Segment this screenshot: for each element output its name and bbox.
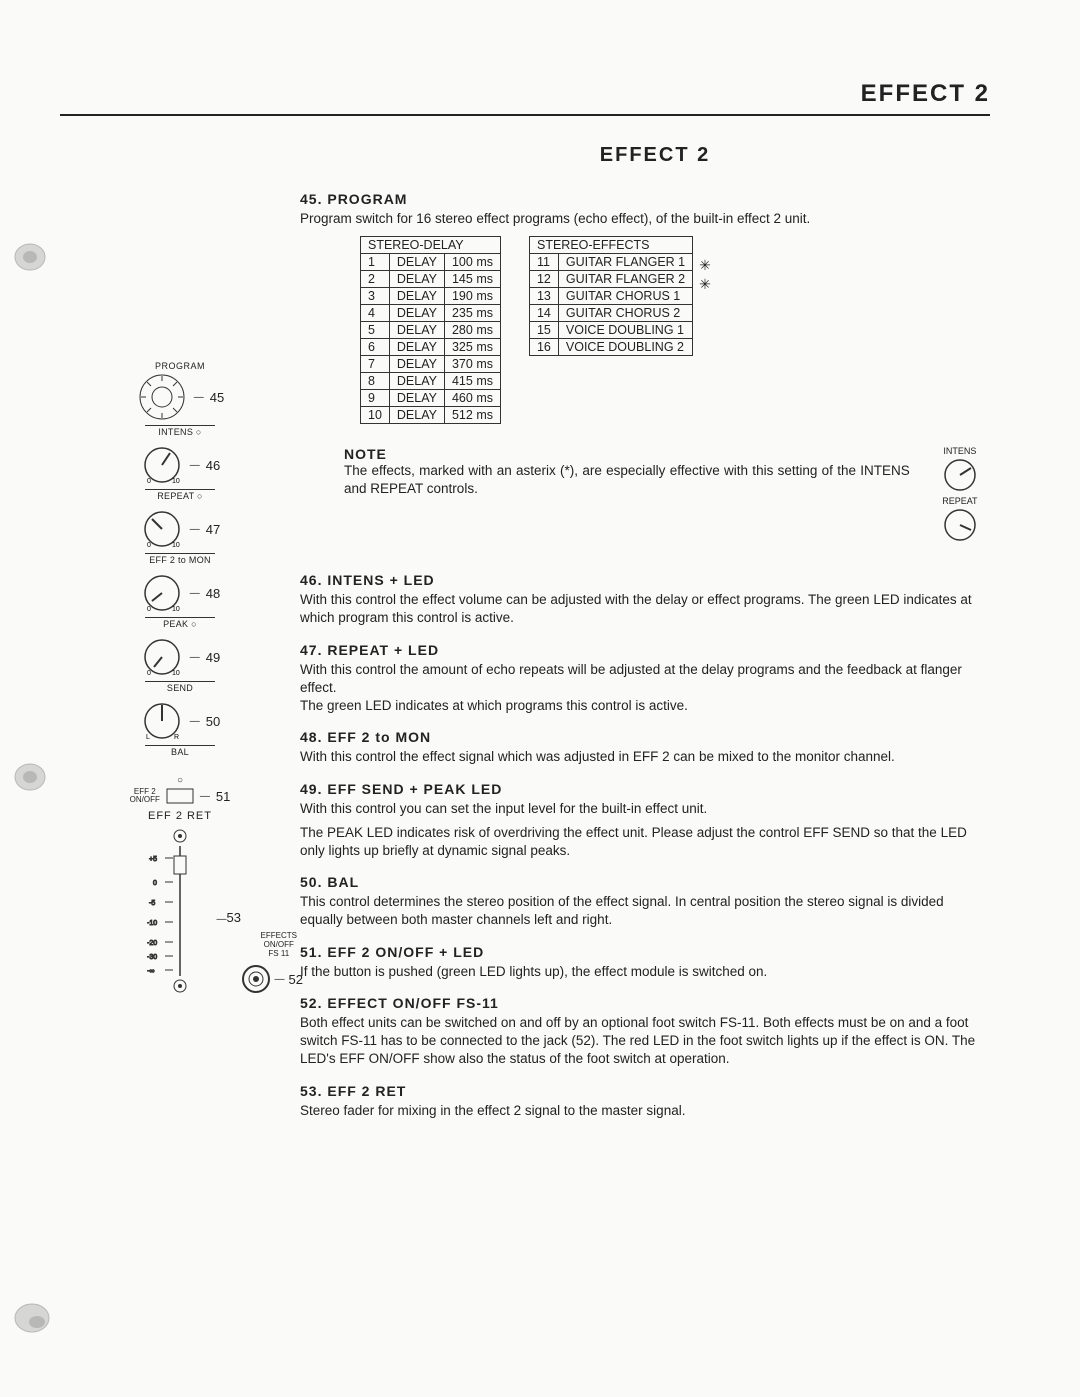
svg-text:0: 0: [147, 670, 151, 677]
table-row: 5DELAY280 ms: [361, 322, 501, 339]
knob-icon: LR: [140, 699, 184, 743]
svg-text:0: 0: [147, 542, 151, 549]
jack-icon: [241, 964, 271, 994]
label-repeat: REPEAT ○: [145, 489, 215, 501]
table-row: 3DELAY190 ms: [361, 288, 501, 305]
knob-icon: [941, 456, 979, 494]
item-text: With this control the amount of echo rep…: [300, 661, 990, 716]
table-row: 2DELAY145 ms: [361, 271, 501, 288]
table-row: 15VOICE DOUBLING 1: [529, 322, 692, 339]
table-row: 16VOICE DOUBLING 2: [529, 339, 692, 356]
svg-text:0: 0: [153, 880, 157, 887]
item-text: With this control you can set the input …: [300, 800, 990, 818]
svg-text:-10: -10: [147, 920, 157, 927]
svg-text:10: 10: [172, 478, 180, 485]
spiral-bind-icon: [10, 240, 50, 274]
item-text: With this control the effect volume can …: [300, 591, 990, 627]
svg-text:0: 0: [147, 606, 151, 613]
svg-text:-30: -30: [147, 954, 157, 961]
item-text: Stereo fader for mixing in the effect 2 …: [300, 1102, 990, 1120]
knob-icon: 0 10: [140, 443, 184, 487]
label-effects-fs: EFFECTS ON/OFF FS 11: [261, 932, 297, 958]
fader-icon: +5 0 -5 -10 -20 -30 -∞: [147, 826, 213, 996]
table-row: 6DELAY325 ms: [361, 339, 501, 356]
item-heading: 52. EFFECT ON/OFF FS-11: [300, 995, 990, 1011]
item-heading: 45. PROGRAM: [300, 191, 990, 207]
delay-table: STEREO-DELAY 1DELAY100 ms2DELAY145 ms3DE…: [360, 236, 501, 424]
table-row: 10DELAY512 ms: [361, 407, 501, 424]
ptr-45: 45: [210, 390, 224, 405]
svg-text:0: 0: [147, 478, 151, 485]
page-header: EFFECT 2: [60, 80, 990, 116]
label-eff2mon: EFF 2 to MON: [145, 553, 215, 565]
ptr-49: 49: [206, 650, 220, 665]
svg-text:-20: -20: [147, 940, 157, 947]
item-text: If the button is pushed (green LED light…: [300, 963, 990, 981]
asterisk-markers: ✳✳: [699, 236, 711, 294]
item-heading: 50. BAL: [300, 874, 990, 890]
svg-text:R: R: [174, 734, 179, 741]
knob-icon: 0 10: [140, 507, 184, 551]
knob-icon: 0 10: [140, 635, 184, 679]
spiral-bind-icon: [10, 760, 50, 794]
item-heading: 49. EFF SEND + PEAK LED: [300, 781, 990, 797]
label-eff2ret: EFF 2 RET: [60, 810, 300, 822]
table-row: 4DELAY235 ms: [361, 305, 501, 322]
svg-text:L: L: [146, 734, 150, 741]
item-text: With this control the effect signal whic…: [300, 748, 990, 766]
item-heading: 51. EFF 2 ON/OFF + LED: [300, 944, 990, 960]
ptr-46: 46: [206, 458, 220, 473]
note-knob-label: INTENS: [930, 446, 990, 456]
ptr-47: 47: [206, 522, 220, 537]
ptr-51: 51: [216, 789, 230, 804]
section-title: EFFECT 2: [320, 144, 990, 167]
label-send: SEND: [145, 681, 215, 693]
table-row: 11GUITAR FLANGER 1: [529, 254, 692, 271]
label-intens: INTENS ○: [145, 425, 215, 437]
panel-diagram: PROGRAM —45 INTENS ○: [60, 191, 300, 1126]
table-row: 14GUITAR CHORUS 2: [529, 305, 692, 322]
svg-text:10: 10: [172, 670, 180, 677]
table-row: 1DELAY100 ms: [361, 254, 501, 271]
item-text: Program switch for 16 stereo effect prog…: [300, 210, 990, 228]
note-knob-label: REPEAT: [930, 496, 990, 506]
ptr-48: 48: [206, 586, 220, 601]
table-row: 9DELAY460 ms: [361, 390, 501, 407]
svg-text:-∞: -∞: [147, 968, 154, 975]
label-program: PROGRAM: [155, 361, 205, 371]
item-heading: 47. REPEAT + LED: [300, 642, 990, 658]
item-heading: 53. EFF 2 RET: [300, 1083, 990, 1099]
item-text: Both effect units can be switched on and…: [300, 1014, 990, 1069]
table-row: 12GUITAR FLANGER 2: [529, 271, 692, 288]
knob-icon: [941, 506, 979, 544]
label-eff2onoff: EFF 2 ON/OFF: [130, 788, 160, 804]
spiral-bind-icon: [10, 1300, 56, 1338]
item-text: This control determines the stereo posit…: [300, 893, 990, 929]
svg-text:+5: +5: [149, 856, 157, 863]
text-column: 45. PROGRAM Program switch for 16 stereo…: [300, 191, 990, 1126]
label-peak: PEAK ○: [145, 617, 215, 629]
effects-table: STEREO-EFFECTS 11GUITAR FLANGER 112GUITA…: [529, 236, 693, 356]
table-row: 8DELAY415 ms: [361, 373, 501, 390]
knob-icon: 0 10: [140, 571, 184, 615]
svg-text:10: 10: [172, 606, 180, 613]
manual-page: EFFECT 2 EFFECT 2 PROGRAM: [0, 0, 1080, 1397]
program-selector-icon: [136, 371, 188, 423]
note-heading: NOTE: [344, 446, 910, 462]
button-icon: [166, 788, 194, 804]
ptr-52: 52: [289, 972, 303, 987]
svg-text:-5: -5: [149, 900, 155, 907]
item-text: The PEAK LED indicates risk of overdrivi…: [300, 824, 990, 860]
item-heading: 48. EFF 2 to MON: [300, 729, 990, 745]
table-row: 7DELAY370 ms: [361, 356, 501, 373]
table-row: 13GUITAR CHORUS 1: [529, 288, 692, 305]
svg-text:10: 10: [172, 542, 180, 549]
label-bal: BAL: [145, 745, 215, 757]
ptr-50: 50: [206, 714, 220, 729]
ptr-53: 53: [227, 910, 241, 925]
item-heading: 46. INTENS + LED: [300, 572, 990, 588]
note-text: The effects, marked with an asterix (*),…: [344, 462, 910, 498]
